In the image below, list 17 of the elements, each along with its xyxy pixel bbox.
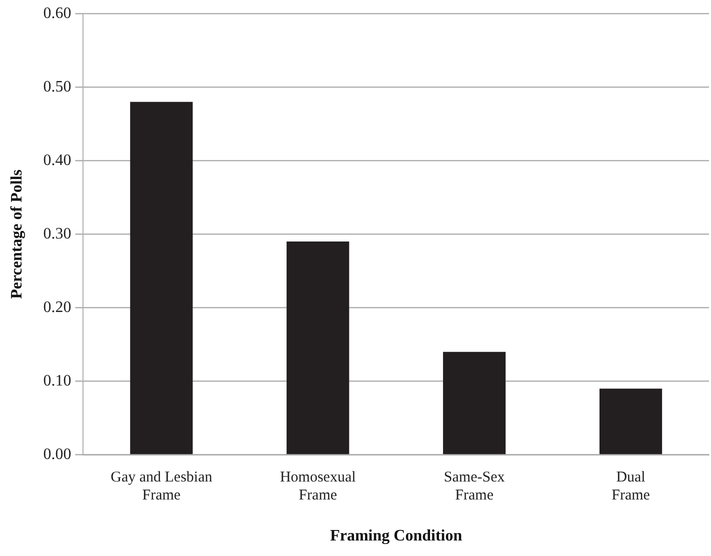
x-tick-label: Gay and Lesbian Frame: [110, 470, 213, 504]
x-tick-label: Same-Sex Frame: [444, 470, 506, 504]
bar: [130, 102, 193, 454]
x-tick-label: Dual Frame: [612, 470, 650, 504]
y-axis-title: Percentage of Polls: [8, 169, 26, 299]
y-tick-label: 0.30: [43, 225, 72, 242]
x-tick-label: Homosexual Frame: [280, 470, 356, 504]
bar: [599, 388, 662, 454]
y-tick-label: 0.40: [43, 152, 72, 169]
bar: [443, 352, 506, 454]
y-tick-label: 0.00: [43, 446, 72, 464]
x-axis-title: Framing Condition: [330, 528, 462, 545]
y-tick-label: 0.20: [43, 298, 72, 316]
y-tick-label: 0.50: [43, 78, 72, 96]
y-tick-label: 0.60: [43, 4, 72, 22]
y-tick-label: 0.10: [43, 372, 72, 390]
bar: [286, 242, 350, 454]
